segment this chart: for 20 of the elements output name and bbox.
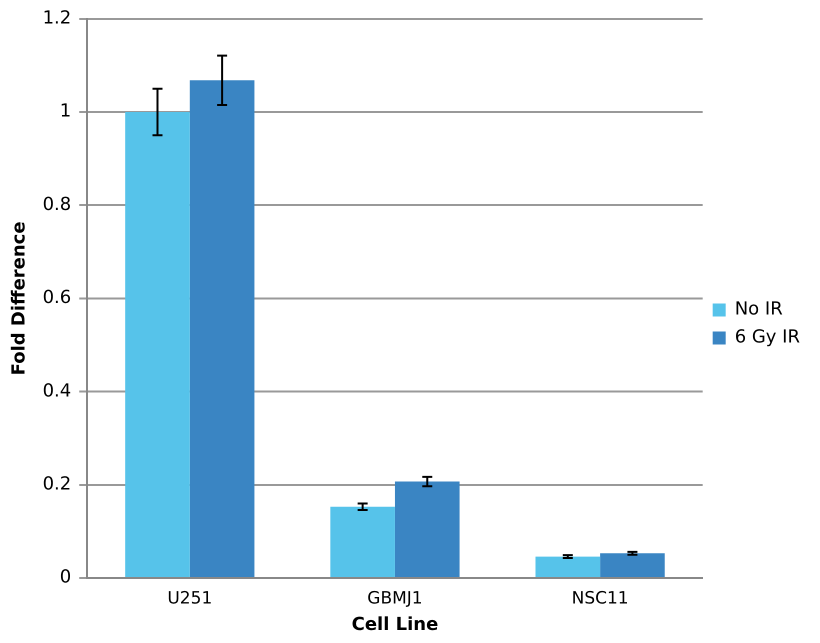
bar — [394, 482, 460, 577]
y-axis-title: Fold Difference — [8, 221, 30, 376]
bar — [600, 553, 665, 577]
bar — [535, 556, 600, 577]
bar — [330, 506, 395, 577]
x-axis-title: Cell Line — [352, 614, 438, 635]
bar — [190, 80, 254, 577]
legend-label: No IR — [734, 298, 783, 320]
x-tick-label: NSC11 — [572, 588, 629, 609]
y-tick-label: 0.6 — [42, 287, 72, 308]
bar — [125, 112, 190, 577]
y-tick-label: 0.2 — [42, 473, 72, 494]
y-tick-label: 0.4 — [42, 380, 72, 402]
legend-label: 6 Gy IR — [734, 326, 800, 348]
y-tick-label: 0 — [60, 566, 72, 588]
y-tick-label: 0.8 — [42, 194, 72, 215]
x-tick-label: U251 — [167, 588, 212, 609]
y-tick-label: 1.2 — [42, 7, 72, 28]
x-tick-label: GBMJ1 — [367, 588, 423, 609]
y-tick-label: 1 — [60, 100, 72, 122]
